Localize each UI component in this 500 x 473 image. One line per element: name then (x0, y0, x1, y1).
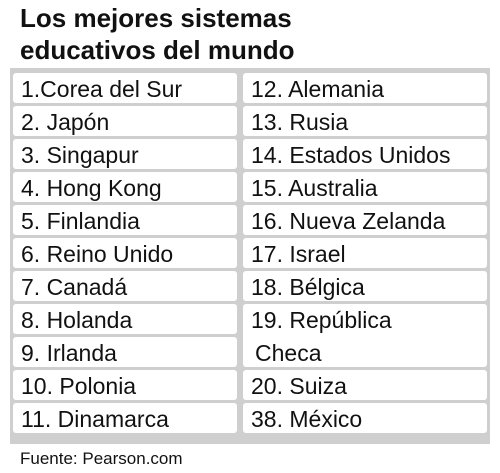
ranking-table: 1.Corea del Sur 2. Japón 3. Singapur 4. Hon… (10, 68, 490, 444)
cell-text: 12. Alemania (251, 76, 384, 102)
table-cell: 14. Estados Unidos (243, 139, 487, 169)
title-line: Los mejores sistemas (20, 3, 292, 33)
title-line: educativos del mundo (20, 35, 295, 65)
table-cell: 38. México (243, 403, 487, 433)
table-cell: 2. Japón (13, 106, 237, 136)
table-cell: 6. Reino Unido (13, 238, 237, 268)
table-cell: 20. Suiza (243, 370, 487, 400)
cell-text: 3. Singapur (21, 142, 139, 168)
table-cell: 12. Alemania (243, 73, 487, 103)
table-cell: 4. Hong Kong (13, 172, 237, 202)
table-cell: 11. Dinamarca (13, 403, 237, 433)
table-cell: 17. Israel (243, 238, 487, 268)
title: Los mejores sistemas educativos del mund… (20, 2, 295, 66)
cell-text: 19. República (251, 307, 392, 333)
cell-text: 13. Rusia (251, 109, 349, 135)
table-cell: 8. Holanda (13, 304, 237, 334)
cell-text: 9. Irlanda (21, 340, 117, 366)
source: Fuente: Pearson.com (20, 449, 183, 468)
table-cell: 10. Polonia (13, 370, 237, 400)
table-cell: 7. Canadá (13, 271, 237, 301)
cell-text: 8. Holanda (21, 307, 133, 333)
table-cell: 9. Irlanda (13, 337, 237, 367)
cell-text: 1.Corea del Sur (21, 76, 183, 102)
cell-text: 10. Polonia (21, 373, 137, 399)
cell-text: 16. Nueva Zelanda (251, 208, 446, 234)
table-cell: 5. Finlandia (13, 205, 237, 235)
table-cell: 16. Nueva Zelanda (243, 205, 487, 235)
cell-text: 7. Canadá (21, 274, 128, 300)
cell-text: 14. Estados Unidos (251, 142, 451, 168)
cell-text: 6. Reino Unido (21, 241, 174, 267)
cell-text: 4. Hong Kong (21, 175, 162, 201)
cell-text: 38. México (251, 406, 363, 432)
table-cell: 13. Rusia (243, 106, 487, 136)
cell-text: 2. Japón (21, 109, 110, 135)
table-cell: 15. Australia (243, 172, 487, 202)
cell-text: 5. Finlandia (21, 208, 140, 234)
table-cell: 18. Bélgica (243, 271, 487, 301)
cell-text: 17. Israel (251, 241, 346, 267)
cell-text: 20. Suiza (251, 373, 347, 399)
cell-text: 11. Dinamarca (21, 406, 169, 432)
cell-text: 15. Australia (251, 175, 378, 201)
cell-text: 18. Bélgica (251, 274, 365, 300)
cell-text: Checa (255, 340, 322, 366)
table-cell: 19. República Checa (243, 304, 487, 367)
table-cell: 1.Corea del Sur (13, 73, 237, 103)
table-cell: 3. Singapur (13, 139, 237, 169)
